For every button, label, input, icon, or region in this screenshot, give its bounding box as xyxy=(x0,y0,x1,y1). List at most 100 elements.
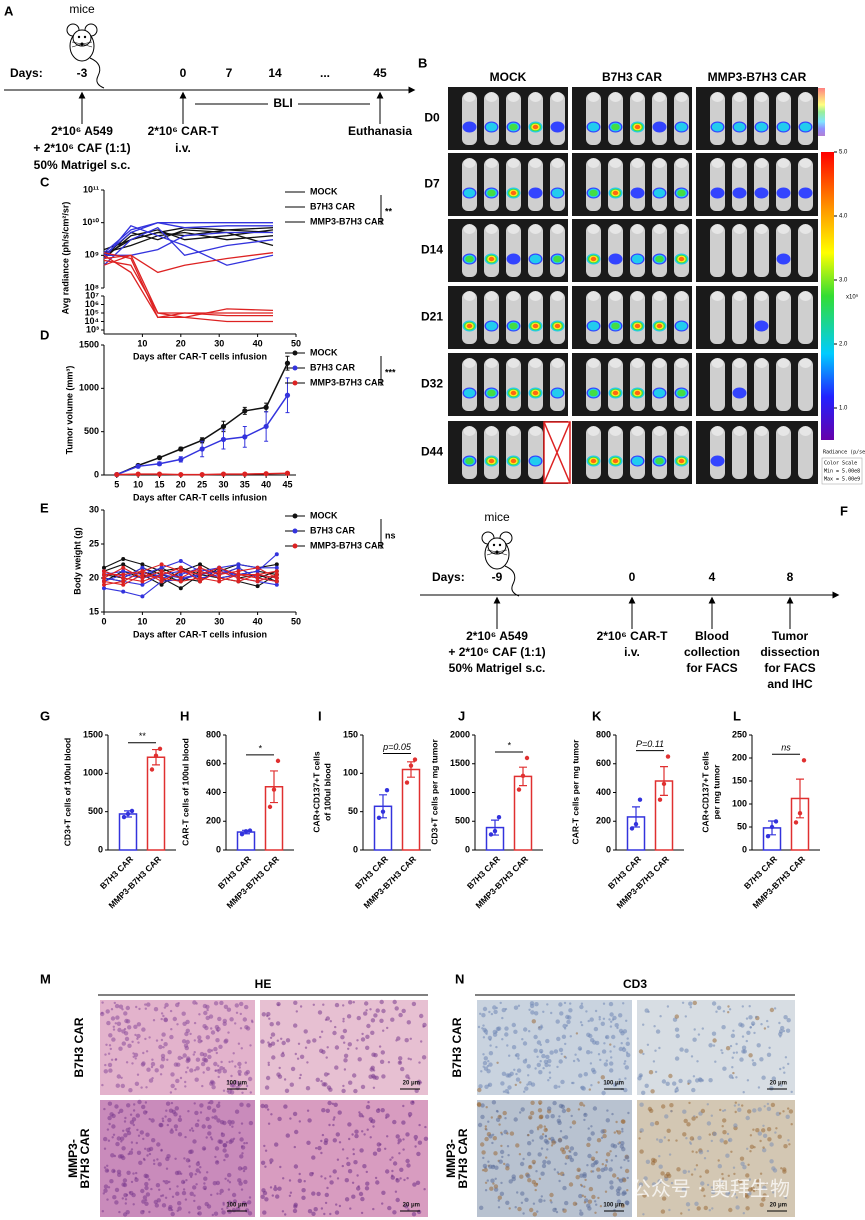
mouse-body-image xyxy=(528,159,543,211)
tissue-cell xyxy=(335,1132,340,1137)
y-tick-label: 400 xyxy=(206,787,221,797)
tissue-cell xyxy=(548,1137,551,1141)
tissue-cell xyxy=(506,1044,509,1047)
tissue-cell xyxy=(544,1135,548,1138)
tissue-cell xyxy=(376,1147,382,1153)
tissue-cell xyxy=(239,1154,244,1159)
tissue-cell xyxy=(604,1164,608,1167)
tissue-cell xyxy=(674,1027,680,1032)
tissue-cell xyxy=(415,1180,421,1186)
tissue-cell xyxy=(356,1039,359,1042)
tissue-cell xyxy=(289,1117,292,1120)
tissue-cell xyxy=(567,1155,573,1160)
tissue-cell xyxy=(324,1192,329,1198)
tissue-cell xyxy=(205,1035,210,1040)
tissue-cell xyxy=(372,1125,375,1128)
tissue-cell xyxy=(522,1212,525,1215)
tissue-cell xyxy=(120,1076,123,1080)
tissue-cell xyxy=(351,1133,354,1136)
tissue-cell xyxy=(697,1135,702,1141)
tissue-cell xyxy=(771,1166,776,1171)
tissue-cell xyxy=(692,1075,696,1078)
tissue-cell xyxy=(550,1011,553,1015)
tissue-cell xyxy=(237,1178,242,1183)
tissue-cell xyxy=(608,1001,614,1007)
bli-signal xyxy=(656,323,663,329)
tissue-cell xyxy=(762,1148,767,1153)
tissue-cell xyxy=(588,1033,593,1039)
tissue-cell xyxy=(325,1108,330,1114)
tissue-cell xyxy=(219,1066,224,1071)
tissue-cell xyxy=(148,1078,154,1083)
histology-title: HE xyxy=(255,977,272,991)
tissue-cell xyxy=(560,1052,563,1056)
tissue-cell xyxy=(197,1119,200,1122)
tissue-cell xyxy=(644,1083,649,1089)
tissue-cell xyxy=(193,1194,196,1197)
data-point xyxy=(157,746,163,751)
tissue-cell xyxy=(375,1008,380,1013)
tissue-cell xyxy=(319,1035,322,1039)
tissue-cell xyxy=(211,1213,214,1217)
mice-label: mice xyxy=(69,2,95,16)
mouse-body-image xyxy=(776,359,791,411)
tissue-cell xyxy=(618,1178,624,1183)
y-tick-label: 0 xyxy=(216,844,221,854)
tissue-cell xyxy=(237,1166,243,1171)
tissue-cell xyxy=(203,1010,208,1016)
weight-point xyxy=(217,565,222,570)
tissue-cell xyxy=(351,1181,355,1185)
tissue-cell xyxy=(581,1194,584,1197)
mouse-head-image xyxy=(587,158,600,168)
bli-signal xyxy=(776,253,791,265)
row-label: B7H3 CAR xyxy=(456,1128,470,1188)
tissue-cell xyxy=(194,1173,197,1176)
tissue-cell xyxy=(239,1012,242,1016)
tissue-cell xyxy=(227,1200,232,1205)
tissue-cell xyxy=(562,1185,567,1191)
tissue-cell xyxy=(173,1124,179,1129)
tissue-cell xyxy=(539,1043,542,1047)
tissue-cell xyxy=(519,1174,524,1179)
tissue-cell xyxy=(240,1122,244,1125)
tissue-cell xyxy=(114,1003,120,1009)
event-text: Tumor xyxy=(772,629,809,643)
tissue-cell xyxy=(563,1135,569,1140)
tissue-cell xyxy=(179,1076,183,1080)
tissue-cell xyxy=(480,1103,485,1108)
tissue-cell xyxy=(159,1064,165,1069)
tissue-cell xyxy=(246,1103,251,1108)
mouse-body-image xyxy=(528,93,543,145)
tissue-cell xyxy=(398,1152,401,1155)
data-point xyxy=(637,797,643,802)
panel-letter: N xyxy=(455,971,464,986)
tissue-cell xyxy=(101,1083,104,1087)
tissue-cell xyxy=(360,1084,366,1090)
tissue-cell xyxy=(124,1036,130,1042)
tissue-cell xyxy=(108,1044,112,1047)
tissue-cell xyxy=(558,1085,561,1088)
tissue-cell xyxy=(183,1157,186,1160)
tissue-cell xyxy=(164,1180,169,1185)
tissue-cell xyxy=(103,1184,109,1189)
tissue-cell xyxy=(146,1147,151,1153)
tissue-cell xyxy=(785,1182,788,1186)
tissue-cell xyxy=(185,1039,190,1045)
tissue-cell xyxy=(160,1149,163,1152)
tissue-cell xyxy=(542,1067,545,1070)
tissue-cell xyxy=(616,1177,619,1180)
tissue-cell xyxy=(240,1188,244,1191)
tissue-cell xyxy=(595,1151,598,1154)
tissue-cell xyxy=(735,1051,738,1054)
tissue-cell xyxy=(745,1115,750,1121)
tissue-cell xyxy=(693,1028,696,1031)
tissue-cell xyxy=(505,1166,510,1171)
error-bar xyxy=(660,766,668,796)
mouse-head-image xyxy=(777,358,790,368)
mouse-head-image xyxy=(529,291,542,301)
legend-marker xyxy=(292,513,298,519)
tissue-cell xyxy=(703,1194,706,1198)
mouse-tail xyxy=(89,57,105,89)
tissue-cell xyxy=(284,1088,290,1094)
tissue-cell xyxy=(698,1078,703,1083)
